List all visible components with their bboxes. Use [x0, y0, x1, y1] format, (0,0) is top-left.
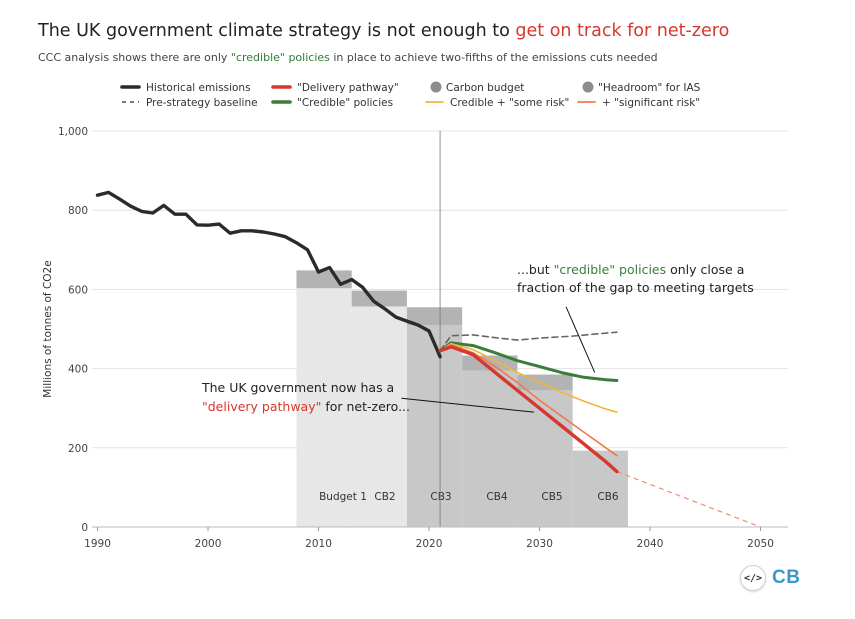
carbon-budget-bar [572, 450, 628, 527]
headroom-bar [296, 270, 352, 289]
annotation-credible-line1: ...but "credible" policies only close a [517, 262, 744, 277]
legend-label: Credible + "some risk" [450, 97, 569, 109]
annotation-span: "delivery pathway" [202, 399, 321, 414]
title-main: The UK government climate strategy is no… [38, 21, 516, 41]
x-tick-label: 1990 [84, 538, 111, 550]
x-tick-label: 2010 [305, 538, 332, 550]
legend-label: "Headroom" for IAS [598, 82, 701, 94]
x-tick-label: 2020 [416, 538, 443, 550]
annotation-delivery-line1: The UK government now has a [201, 380, 394, 395]
legend: Historical emissions Pre-strategy baselin… [120, 81, 701, 109]
x-tick-label: 2030 [526, 538, 553, 550]
series-line-historical [95, 190, 442, 359]
annotation-span: "credible" policies [554, 262, 666, 277]
legend-label: Historical emissions [146, 82, 251, 94]
carbon-budgets: Budget 1 CB2 CB3 CB4 CB5 CB6 [296, 270, 628, 527]
net-zero-extension-line [616, 471, 761, 528]
legend-label: "Delivery pathway" [297, 82, 399, 94]
y-tick-label: 800 [68, 205, 88, 217]
legend-label: Pre-strategy baseline [146, 97, 258, 109]
legend-swatch-dot [430, 81, 442, 93]
y-tick-label: 0 [81, 522, 88, 534]
budget-label: CB4 [486, 491, 508, 503]
carbon-budget-bar [296, 288, 352, 527]
annotation-delivery-line2: "delivery pathway" for net-zero... [202, 399, 410, 414]
annotation-span: only close a [666, 262, 744, 277]
budget-label: Budget 1 [319, 491, 367, 503]
budget-label: CB6 [597, 491, 619, 503]
budget-label: CB2 [374, 491, 395, 503]
annotation-pointer-delivery [401, 397, 535, 413]
x-axis-ticks: 1990 2000 2010 2020 2030 2040 2050 [84, 527, 774, 550]
legend-label: "Credible" policies [297, 97, 393, 109]
y-tick-label: 1,000 [58, 126, 88, 138]
headroom-bar [351, 290, 407, 307]
annotation-span: for net-zero... [321, 399, 410, 414]
carbon-brief-logo: </> CB [740, 565, 800, 591]
x-tick-label: 2040 [637, 538, 664, 550]
subtitle-post: in place to achieve two-fifths of the em… [329, 51, 658, 64]
headroom-bar [406, 307, 463, 326]
budget-label: CB5 [541, 491, 562, 503]
x-tick-label: 2000 [195, 538, 222, 550]
subtitle-pre: CCC analysis shows there are only [38, 51, 231, 64]
budget-label: CB3 [430, 491, 451, 503]
carbon-budget-bar [462, 370, 518, 527]
carbon-budget-bar [351, 306, 407, 527]
series-line-baseline [439, 331, 618, 352]
chart-title: The UK government climate strategy is no… [38, 21, 729, 41]
x-tick-label: 2050 [747, 538, 774, 550]
annotation-span: ...but [517, 262, 554, 277]
chart-subtitle: CCC analysis shows there are only "credi… [38, 51, 658, 64]
y-axis-ticks: 0 200 400 600 800 1,000 [58, 126, 88, 534]
y-tick-label: 600 [68, 284, 88, 296]
series-line-delivery [438, 345, 619, 474]
annotation-credible-line2: fraction of the gap to meeting targets [517, 280, 754, 295]
y-tick-label: 200 [68, 443, 88, 455]
series-line-some_risk [439, 342, 618, 414]
legend-swatch-dot [582, 81, 594, 93]
annotation-pointer-credible [565, 306, 596, 373]
legend-label: + "significant risk" [602, 97, 700, 109]
logo-text: CB [772, 567, 801, 588]
series-line-significant_risk [439, 343, 618, 457]
subtitle-highlight: "credible" policies [230, 51, 330, 64]
code-embed-icon[interactable]: </> [740, 565, 766, 591]
series-line-credible [438, 341, 619, 382]
legend-label: Carbon budget [446, 82, 524, 94]
carbon-budget-bar [406, 325, 463, 527]
y-tick-label: 400 [68, 364, 88, 376]
y-axis-label: Millions of tonnes of CO2e [42, 260, 54, 397]
title-highlight: get on track for net-zero [515, 21, 730, 41]
